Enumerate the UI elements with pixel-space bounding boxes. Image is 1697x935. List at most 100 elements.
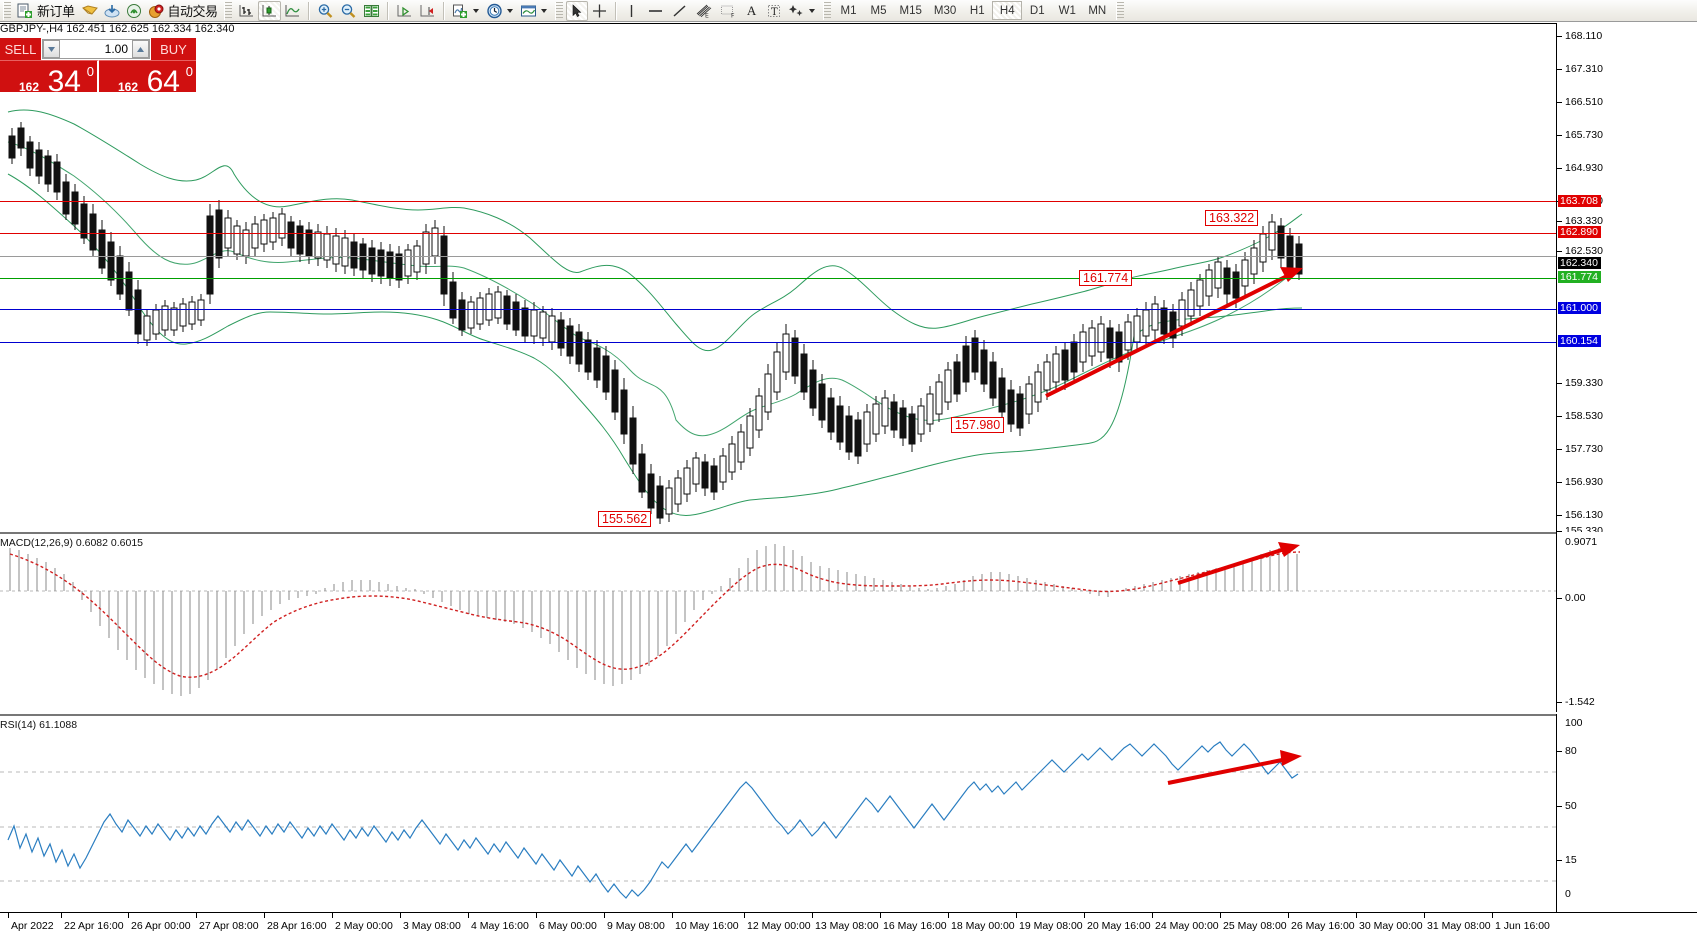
macd-signal-line [9, 551, 1301, 678]
timeframe-mn[interactable]: MN [1088, 4, 1107, 17]
cursor-icon[interactable] [565, 0, 588, 21]
toolbar-grip-3[interactable] [554, 1, 563, 20]
timeframe-d1[interactable]: D1 [1029, 4, 1045, 17]
zoom-out-icon[interactable] [337, 1, 360, 21]
templates-icon[interactable] [517, 1, 540, 21]
folder-icon[interactable] [79, 1, 101, 21]
auto-trading-label[interactable]: 自动交易 [167, 4, 219, 19]
sell-price-sup: 0 [86, 64, 94, 79]
data-window-icon[interactable] [360, 1, 383, 21]
annotation-157980[interactable]: 157.980 [951, 417, 1005, 433]
pivot-line-160154[interactable] [0, 342, 1556, 343]
vline-icon[interactable] [621, 1, 643, 21]
chart-shift-icon[interactable] [416, 1, 439, 21]
auto-scroll-icon[interactable] [393, 1, 416, 21]
indicators-icon[interactable] [449, 1, 472, 21]
time-label: 9 May 08:00 [607, 920, 665, 932]
macd-tick: 0.00 [1565, 592, 1586, 604]
trade-controls-row: SELL 1.00 BUY [0, 38, 196, 60]
price-trend-arrow [1045, 267, 1303, 398]
price-tick: 156.930 [1565, 476, 1603, 488]
line-chart-icon[interactable] [281, 1, 304, 21]
buy-button[interactable]: BUY [151, 38, 196, 60]
period-icon[interactable] [483, 1, 506, 21]
indicators-dropdown-icon[interactable] [472, 8, 479, 13]
autotrade-icon[interactable] [145, 1, 167, 21]
period-dropdown-icon[interactable] [506, 8, 513, 13]
fibo-icon[interactable]: E [691, 1, 716, 21]
timeframe-m1[interactable]: M1 [840, 4, 857, 17]
price-tick: 162.530 [1565, 245, 1603, 257]
time-label: 10 May 16:00 [675, 920, 739, 932]
timeframe-h4[interactable]: H4 [992, 1, 1023, 20]
candlestick-icon[interactable] [257, 0, 281, 21]
timeframe-m30[interactable]: M30 [933, 4, 957, 17]
price-tick: 156.130 [1565, 509, 1603, 521]
annotation-155562[interactable]: 155.562 [598, 511, 652, 527]
support-badge-161774[interactable]: 161.774 [1558, 271, 1601, 283]
support-line-161774[interactable] [0, 278, 1556, 279]
annotation-163322[interactable]: 163.322 [1205, 210, 1259, 226]
one-click-trading-panel[interactable]: SELL 1.00 BUY 162 34 0 162 64 0 [0, 38, 196, 97]
bar-chart-icon[interactable] [235, 1, 258, 21]
trendline-icon[interactable] [668, 1, 691, 21]
hline-icon[interactable] [643, 1, 668, 21]
objects-dropdown-icon[interactable] [808, 8, 815, 13]
resistance-line-162890[interactable] [0, 233, 1556, 234]
zoom-in-icon[interactable] [314, 1, 337, 21]
toolbar-grip-2[interactable] [223, 1, 232, 20]
resistance-badge-162890[interactable]: 162.890 [1558, 226, 1601, 238]
macd-pane[interactable]: MACD(12,26,9) 0.6082 0.6015 [0, 532, 1556, 712]
bollinger-lower-band [7, 173, 1303, 516]
rsi-label: RSI(14) 61.1088 [0, 719, 78, 731]
spin-up-icon[interactable] [132, 40, 149, 58]
annotation-161774[interactable]: 161.774 [1079, 270, 1133, 286]
time-label: 27 Apr 08:00 [199, 920, 259, 932]
timeframe-m15[interactable]: M15 [899, 4, 922, 17]
main-toolbar: 新订单 自动交易 [0, 0, 1697, 22]
resistance-line-163708[interactable] [0, 201, 1556, 202]
channel-icon[interactable]: F [716, 1, 741, 21]
pivot-badge-161000[interactable]: 161.000 [1558, 302, 1601, 314]
timeframe-h1[interactable]: H1 [969, 4, 985, 17]
label-icon[interactable]: T [763, 1, 785, 21]
time-axis[interactable]: Apr 2022 22 Apr 16:00 26 Apr 00:00 27 Ap… [0, 912, 1697, 935]
timeframe-m5[interactable]: M5 [870, 4, 887, 17]
price-tick: 166.510 [1565, 96, 1603, 108]
crosshair-icon[interactable] [588, 1, 611, 21]
time-label: 4 May 16:00 [471, 920, 529, 932]
resistance-badge-163708[interactable]: 163.708 [1558, 195, 1601, 207]
macd-label: MACD(12,26,9) 0.6082 0.6015 [0, 537, 144, 549]
time-label: 31 May 08:00 [1427, 920, 1491, 932]
macd-trend-arrow [1177, 542, 1300, 585]
lot-size-value[interactable]: 1.00 [104, 42, 128, 56]
toolbar-grip[interactable] [3, 1, 11, 20]
download-icon[interactable] [101, 1, 123, 21]
price-tick: 159.330 [1565, 377, 1603, 389]
price-pane[interactable]: 163.322 161.774 157.980 155.562 [0, 23, 1556, 531]
price-axis[interactable]: 168.110 167.310 166.510 165.730 164.930 … [1556, 23, 1697, 531]
rsi-pane[interactable]: RSI(14) 61.1088 [0, 714, 1556, 912]
timeframe-w1[interactable]: W1 [1058, 4, 1076, 17]
objects-icon[interactable] [785, 1, 808, 21]
spin-down-icon[interactable] [43, 40, 60, 58]
sell-button[interactable]: SELL [0, 38, 41, 60]
signal-icon[interactable] [123, 1, 145, 21]
price-tick: 164.930 [1565, 162, 1603, 174]
sell-price-cell[interactable]: 162 34 0 [0, 60, 99, 97]
pivot-line-161000[interactable] [0, 309, 1556, 310]
lot-size-stepper[interactable]: 1.00 [42, 39, 150, 59]
time-label: 18 May 00:00 [951, 920, 1015, 932]
time-label: 6 May 00:00 [539, 920, 597, 932]
svg-text:F: F [731, 12, 735, 19]
text-icon[interactable]: A [746, 2, 757, 18]
toolbar-grip-4[interactable] [822, 1, 831, 20]
templates-dropdown-icon[interactable] [540, 8, 547, 13]
new-order-icon[interactable] [14, 1, 36, 21]
chart-area[interactable]: 163.322 161.774 157.980 155.562 MACD(12,… [0, 23, 1697, 912]
buy-price-cell[interactable]: 162 64 0 [99, 60, 196, 97]
new-order-label[interactable]: 新订单 [37, 4, 75, 19]
toolbar-grip-5[interactable] [1116, 1, 1125, 20]
pivot-badge-160154[interactable]: 160.154 [1558, 335, 1601, 347]
price-tick: 167.310 [1565, 63, 1603, 75]
